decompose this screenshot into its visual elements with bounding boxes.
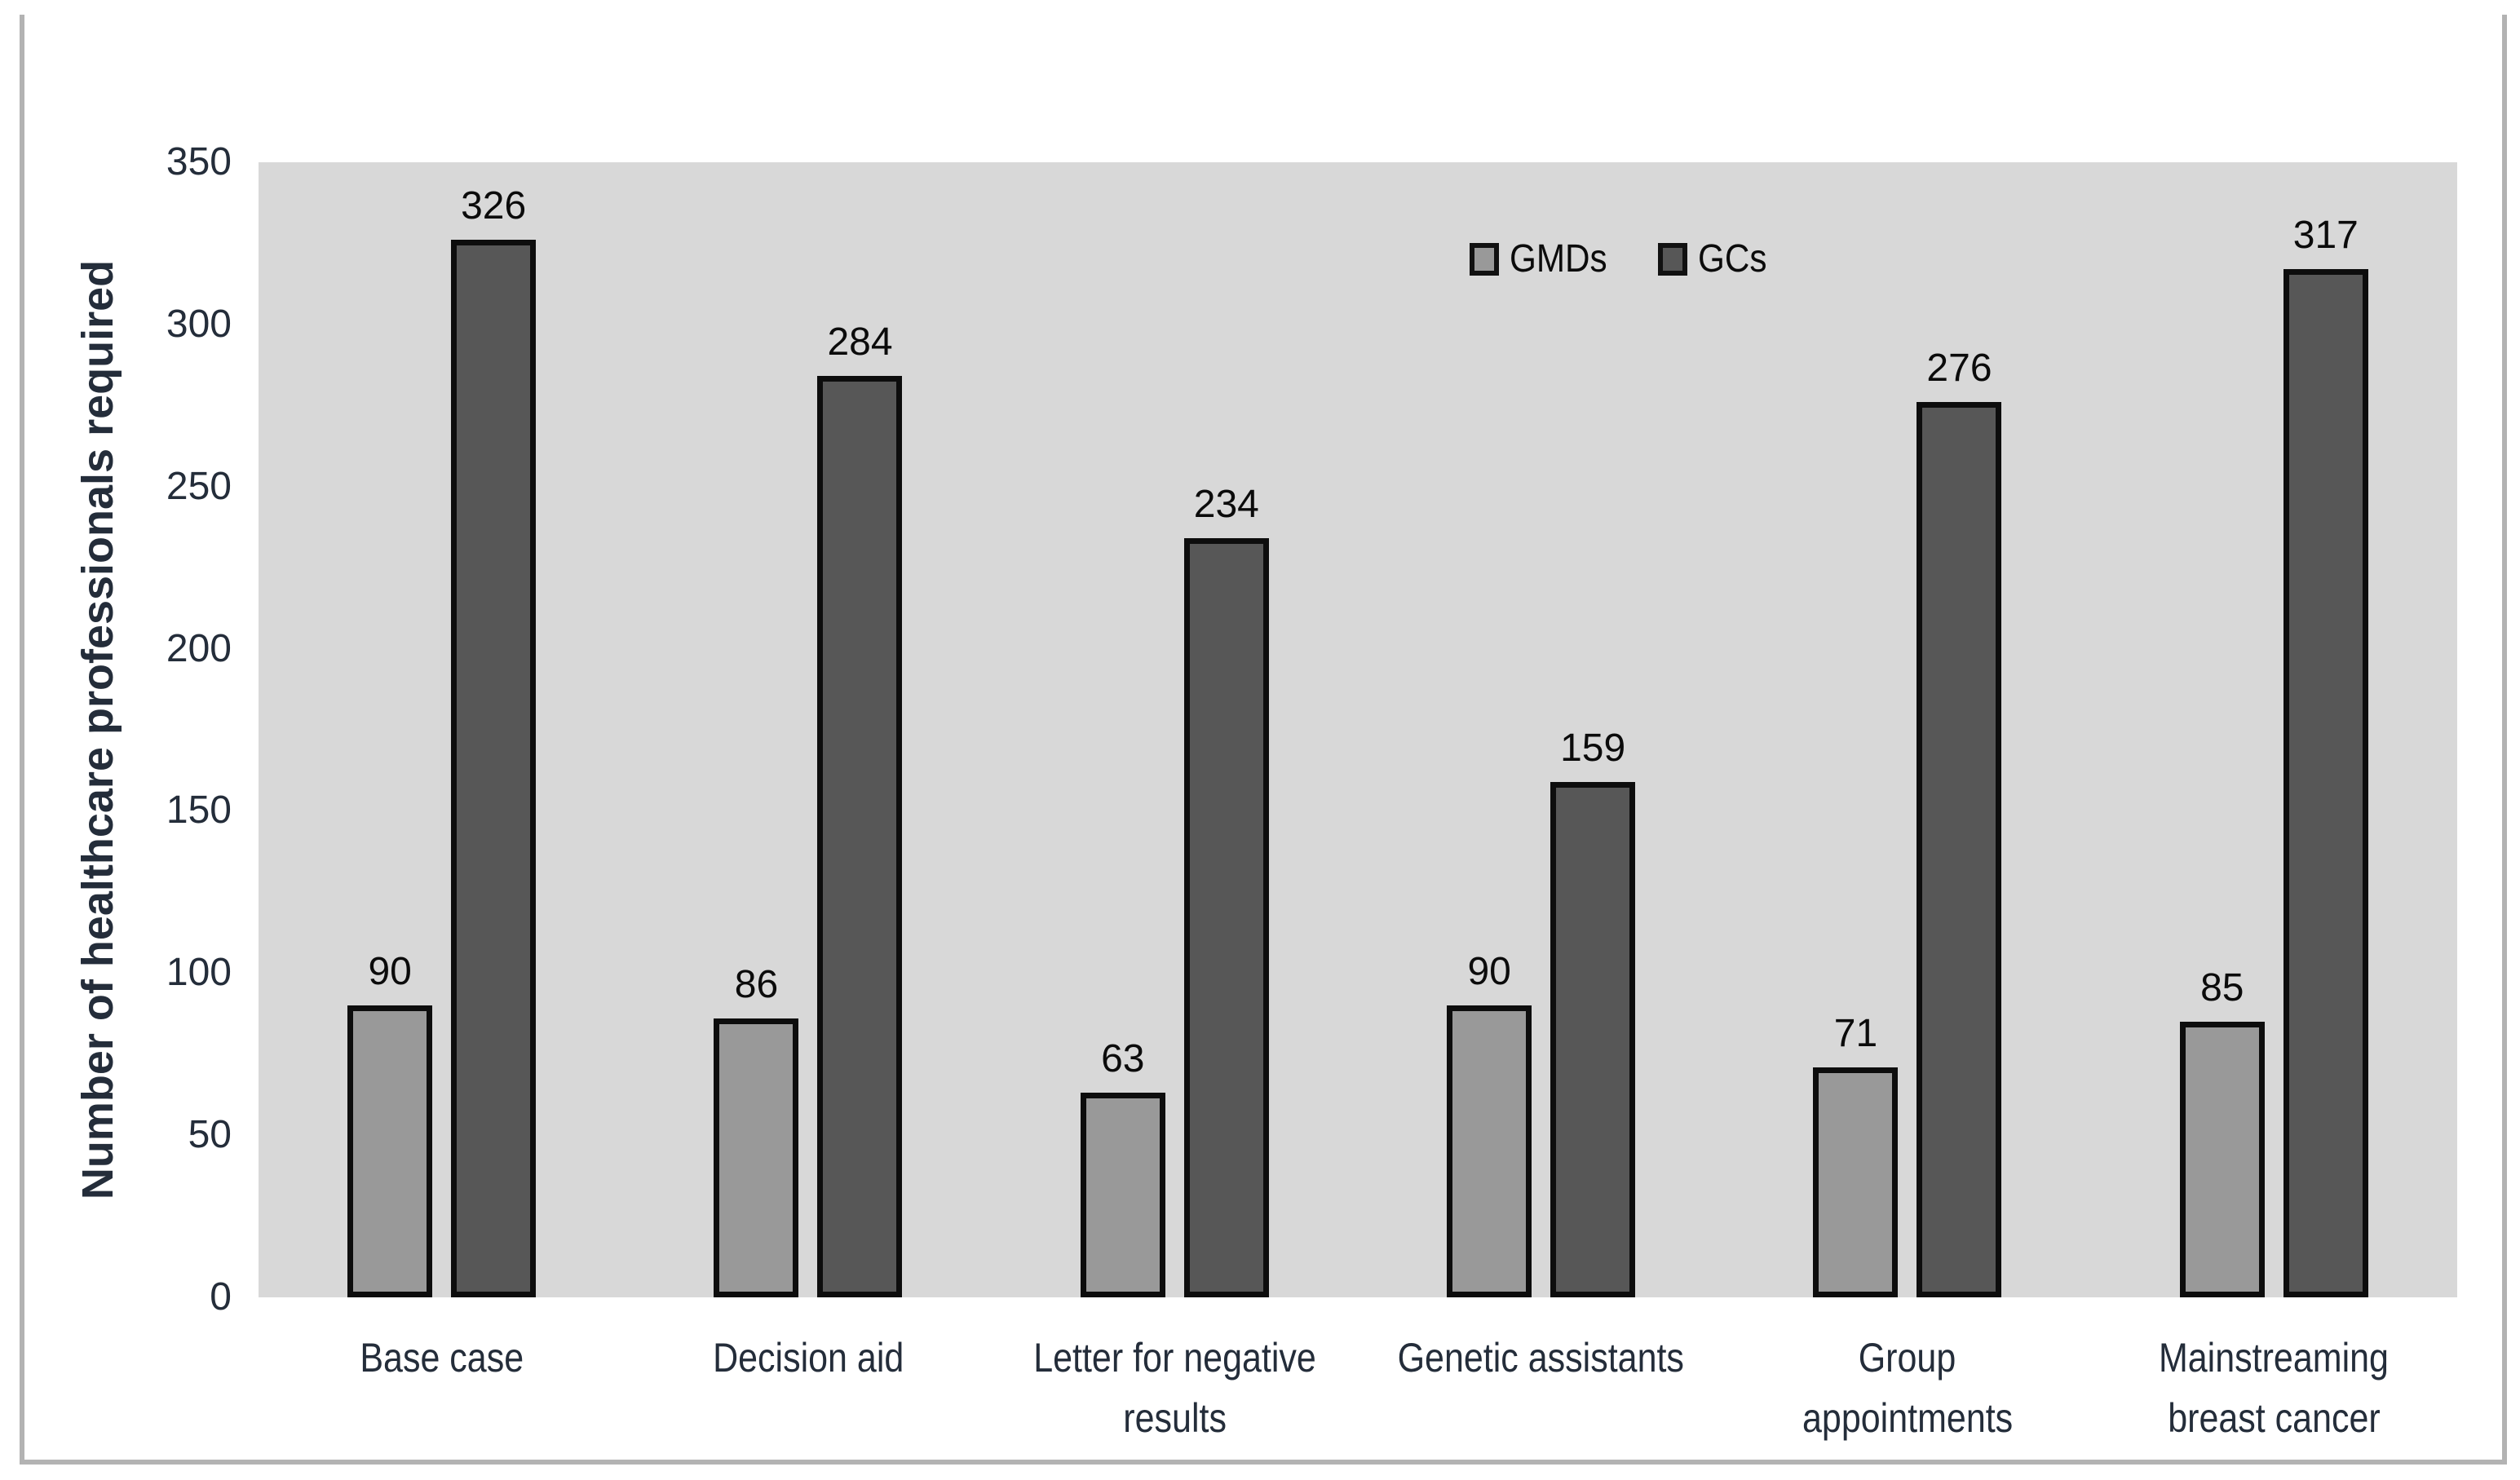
bar-group: 86 284 xyxy=(625,162,991,1297)
bar-pair: 85 317 xyxy=(2179,162,2368,1297)
bar-value-label: 85 xyxy=(2200,966,2244,1009)
bar-value-label: 71 xyxy=(1833,1012,1878,1055)
category-label-line: Letter for negative xyxy=(1033,1335,1316,1381)
bar-group: 90 326 xyxy=(259,162,625,1297)
bar-value-label: 326 xyxy=(461,184,527,228)
bar xyxy=(1813,1067,1899,1297)
bar xyxy=(2179,1022,2265,1297)
bar-value-label: 90 xyxy=(368,950,412,993)
bar-value-label: 90 xyxy=(1467,950,1511,993)
figure-border-left xyxy=(20,15,24,1465)
legend-label: GMDs xyxy=(1510,237,1607,281)
bar xyxy=(1550,782,1636,1297)
bar-value-label: 159 xyxy=(1560,727,1626,770)
y-tick-label: 200 xyxy=(166,626,232,670)
bar xyxy=(1447,1005,1532,1297)
bar-group: 63 234 xyxy=(992,162,1358,1297)
category-label-line: Genetic assistants xyxy=(1397,1335,1685,1381)
category-label-line: results xyxy=(1122,1395,1227,1441)
legend-swatch xyxy=(1657,242,1687,276)
bar-pair: 90 159 xyxy=(1447,162,1636,1297)
bar xyxy=(1183,538,1269,1297)
y-tick-label: 0 xyxy=(210,1275,232,1319)
legend: GMDs GCs xyxy=(1470,236,1776,281)
bar-value-label: 284 xyxy=(827,320,893,364)
y-tick-label: 150 xyxy=(166,789,232,833)
category-label: Genetic assistants xyxy=(1358,1328,1724,1448)
bar xyxy=(2283,269,2368,1297)
bar-with-label: 86 xyxy=(714,162,799,1297)
figure-border-bottom xyxy=(20,1460,2507,1465)
bar-pair: 71 276 xyxy=(1813,162,2002,1297)
legend-label: GCs xyxy=(1697,237,1767,281)
y-tick-label: 300 xyxy=(166,302,232,346)
figure-border-right xyxy=(2502,15,2507,1465)
bar-group: 71 276 xyxy=(1724,162,2090,1297)
category-label: Letter for negative results xyxy=(992,1328,1358,1448)
bar-with-label: 85 xyxy=(2179,162,2265,1297)
category-label-line: breast cancer xyxy=(2168,1395,2381,1441)
bar-with-label: 159 xyxy=(1550,162,1636,1297)
bar-with-label: 63 xyxy=(1080,162,1165,1297)
category-label-line: appointments xyxy=(1802,1395,2014,1441)
bar-value-label: 234 xyxy=(1193,483,1259,526)
bar-with-label: 71 xyxy=(1813,162,1899,1297)
y-tick-label: 100 xyxy=(166,951,232,995)
y-tick-label: 250 xyxy=(166,464,232,508)
legend-swatch xyxy=(1470,242,1499,276)
bar xyxy=(1080,1093,1165,1297)
bar-group: 85 317 xyxy=(2091,162,2457,1297)
bar-pair: 90 326 xyxy=(347,162,537,1297)
category-label: Base case xyxy=(259,1328,625,1448)
bar-with-label: 326 xyxy=(451,162,537,1297)
legend-item: GMDs xyxy=(1470,236,1620,281)
x-axis-category-labels: Base case Decision aid Letter for negative… xyxy=(259,1328,2457,1448)
y-tick-label: 350 xyxy=(166,140,232,183)
bar xyxy=(451,240,537,1297)
category-label: Mainstreaming breast cancer xyxy=(2091,1328,2457,1448)
bar xyxy=(1917,402,2002,1297)
plot-area: 90 326 86 284 63 234 90 159 71 276 85 317 xyxy=(259,162,2457,1297)
y-axis-ticks: 0 50 100 150 200 250 300 350 xyxy=(0,140,232,1319)
bar-value-label: 86 xyxy=(734,963,779,1006)
bar-pair: 63 234 xyxy=(1080,162,1269,1297)
category-label-line: Decision aid xyxy=(712,1335,904,1381)
bar-with-label: 90 xyxy=(347,162,433,1297)
y-tick-label: 50 xyxy=(188,1113,232,1157)
bar-with-label: 234 xyxy=(1183,162,1269,1297)
bar-with-label: 276 xyxy=(1917,162,2002,1297)
bar-value-label: 276 xyxy=(1926,347,1992,390)
bar-with-label: 317 xyxy=(2283,162,2368,1297)
bar xyxy=(347,1005,433,1297)
category-label-line: Mainstreaming xyxy=(2159,1335,2390,1381)
bar-group: 90 159 xyxy=(1358,162,1724,1297)
category-label: Group appointments xyxy=(1724,1328,2090,1448)
bar-with-label: 284 xyxy=(817,162,903,1297)
bar-with-label: 90 xyxy=(1447,162,1532,1297)
category-label: Decision aid xyxy=(625,1328,991,1448)
bar-value-label: 317 xyxy=(2292,214,2359,257)
legend-item: GCs xyxy=(1657,236,1776,281)
bar-value-label: 63 xyxy=(1101,1037,1145,1080)
bar xyxy=(714,1018,799,1297)
bar-pair: 86 284 xyxy=(714,162,903,1297)
bar xyxy=(817,376,903,1297)
category-label-line: Group xyxy=(1859,1335,1956,1381)
category-label-line: Base case xyxy=(360,1335,524,1381)
